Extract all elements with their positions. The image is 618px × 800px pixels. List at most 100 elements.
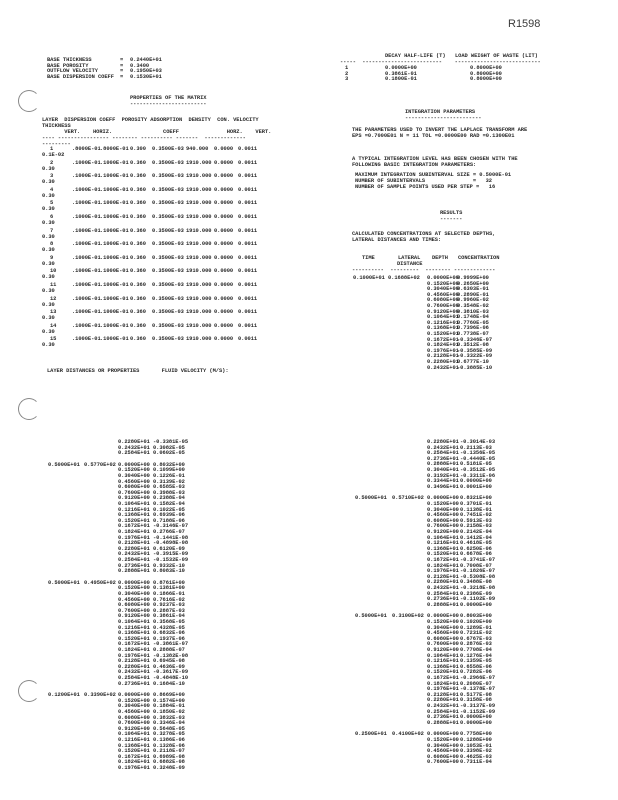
- result-concentration: 0.3861E-04: [153, 613, 185, 620]
- result-depth: 0.1824E+01: [118, 647, 150, 653]
- decay-header: DECAY HALF-LIFE (T): [385, 53, 446, 59]
- result-concentration: 0.9999E+00: [457, 275, 489, 281]
- result-depth: 0.2128E+01: [427, 691, 459, 698]
- result-depth: 0.2280E+01: [427, 359, 459, 365]
- base-param-label: OUTFLOW VELOCITY: [47, 68, 98, 75]
- result-depth: 0.1216E+01: [427, 658, 459, 665]
- result-depth: 0.1976E+01: [427, 347, 459, 354]
- result-concentration: 0.6832E-06: [153, 630, 185, 637]
- weight-header: LOAD WEIGHT OF WASTE (LIT): [455, 53, 538, 59]
- result-lateral-distance: 0.5770E+02: [84, 461, 116, 468]
- layer-cell: 0.0011: [238, 214, 258, 220]
- result-depth: 0.0000E+00: [427, 275, 459, 281]
- result-concentration: 0.1748E-04: [457, 314, 489, 321]
- result-concentration: 0.8669E+00: [153, 692, 185, 699]
- results-text: CALCULATED CONCENTRATIONS AT SELECTED DE…: [352, 231, 496, 237]
- layer-thickness: 0.30: [42, 274, 55, 281]
- result-concentration: 0.1386E-06: [153, 737, 185, 743]
- base-param-label: BASE DISPERSION COEFF: [47, 73, 114, 80]
- result-concentration: 0.2158E-03: [460, 523, 492, 530]
- result-depth: 0.1520E+00: [118, 467, 150, 474]
- result-concentration: 0.1020E+00: [460, 619, 492, 625]
- layer-cell: 8: [50, 241, 54, 248]
- result-concentration: 0.7231E-02: [460, 630, 492, 637]
- result-depth: 0.1216E+01: [118, 506, 150, 513]
- result-depth: 0.1520E+00: [427, 280, 459, 287]
- layer-cell: 0.0011: [238, 268, 258, 275]
- result-concentration: 0.3346E-04: [153, 720, 185, 727]
- title-underline: ------------------------: [130, 101, 207, 107]
- result-lateral-distance: 0.3390E+02: [84, 692, 116, 699]
- result-concentration: -0.3885E-10: [457, 364, 493, 371]
- col-header-time: TIME: [362, 255, 375, 261]
- result-depth: 0.2280E+01: [427, 579, 459, 586]
- result-concentration: -0.3741E-07: [460, 557, 496, 563]
- result-depth: 0.1520E+00: [427, 737, 459, 743]
- layer-cell: 1910.000: [186, 214, 212, 220]
- layer-thickness: 0.30: [42, 206, 55, 213]
- result-concentration: 0.6250E-06: [460, 545, 492, 552]
- result-concentration: 0.1053E-01: [460, 742, 492, 749]
- result-time: 0.5000E+01: [355, 495, 387, 502]
- layer-cell: .1000E-01: [100, 268, 129, 275]
- result-depth: 0.1520E+00: [427, 619, 459, 625]
- result-concentration: 0.7451E-02: [460, 512, 492, 519]
- result-concentration: -0.3218E-08: [460, 585, 496, 591]
- result-depth: 0.2280E+01: [427, 697, 459, 704]
- result-depth: 0.1064E+01: [118, 619, 150, 625]
- layer-cell: 0.3500E-03: [152, 322, 184, 329]
- result-concentration: 0.6777E-10: [457, 359, 489, 365]
- result-depth: 0.6080E+00: [118, 484, 150, 491]
- result-concentration: 0.1412E-04: [460, 534, 492, 541]
- result-depth: 0.1976E+01: [118, 652, 150, 659]
- result-depth: 0.0000E+00: [118, 579, 150, 586]
- result-concentration: 0.1022E-05: [153, 506, 185, 513]
- layer-cell: 0.0000: [214, 146, 234, 152]
- result-concentration: 0.8032E+00: [153, 461, 185, 468]
- layer-thickness: 0.30: [42, 165, 55, 172]
- result-lateral-distance: 0.4100E+02: [392, 731, 424, 738]
- result-concentration: 0.9237E-03: [153, 602, 185, 609]
- col-header-concentration: CONCENTRATION: [458, 255, 500, 261]
- layer-cell: 1910.000: [186, 322, 212, 329]
- result-depth: 0.1216E+01: [427, 319, 459, 326]
- result-depth: 0.1672E+01: [427, 557, 459, 563]
- layer-cell: 0.0000: [214, 200, 234, 207]
- result-concentration: 0.4625E-03: [460, 753, 492, 760]
- result-concentration: 0.1288E+00: [460, 737, 492, 743]
- result-depth: 0.2280E+01: [118, 439, 150, 445]
- result-concentration: 0.7708E-04: [460, 647, 492, 653]
- result-depth: 0.0000E+00: [427, 495, 459, 502]
- integration-text: FOLLOWING BASIC INTEGRATION PARAMETERS:: [352, 162, 477, 168]
- matrix-header: VERT. HORIZ. COEFF HORZ. VERT.: [42, 129, 272, 135]
- result-concentration: 0.9960E-02: [457, 297, 489, 304]
- layer-cell: 0.0011: [238, 309, 258, 316]
- result-depth: 0.3040E+00: [427, 742, 459, 749]
- header-rule: ---------- --------- -------- ----------…: [352, 267, 496, 273]
- layer-cell: 1910.000: [186, 295, 212, 302]
- layer-cell: 0.0000: [214, 336, 234, 343]
- result-concentration: 0.3082E-05: [153, 444, 185, 451]
- result-concentration: 0.7188E-06: [153, 517, 185, 524]
- matrix-title: PROPERTIES OF THE MATRIX: [130, 95, 207, 101]
- col-header-depth: DEPTH: [432, 255, 448, 261]
- layer-cell: 940.000: [186, 146, 209, 152]
- result-depth: 0.2584E+01: [427, 708, 459, 715]
- result-depth: 0.2736E+01: [427, 455, 459, 462]
- layer-cell: .1000E-01: [100, 336, 129, 343]
- result-depth: 0.1520E+01: [118, 517, 150, 524]
- result-concentration: 0.3139E-02: [153, 478, 185, 485]
- result-concentration: 0.1582E-04: [153, 501, 185, 507]
- integration-text: THE PARAMETERS USED TO INVERT THE LAPLAC…: [352, 127, 528, 133]
- result-depth: 0.2432E+01: [427, 364, 459, 371]
- layer-cell: .1000E-01: [100, 186, 129, 193]
- result-depth: 0.1976E+01: [118, 765, 150, 771]
- result-lateral-distance: 0.3100E+02: [392, 613, 424, 620]
- layer-cell: 1910.000: [186, 200, 212, 207]
- result-depth: 0.1672E+01: [118, 523, 150, 530]
- header-rule: ---------: [42, 141, 71, 147]
- layer-cell: 0.3500E-03: [152, 254, 184, 261]
- result-depth: 0.3040E+00: [118, 473, 150, 479]
- layer-thickness: 0.30: [42, 315, 55, 322]
- layer-cell: .1000E-01: [100, 295, 129, 302]
